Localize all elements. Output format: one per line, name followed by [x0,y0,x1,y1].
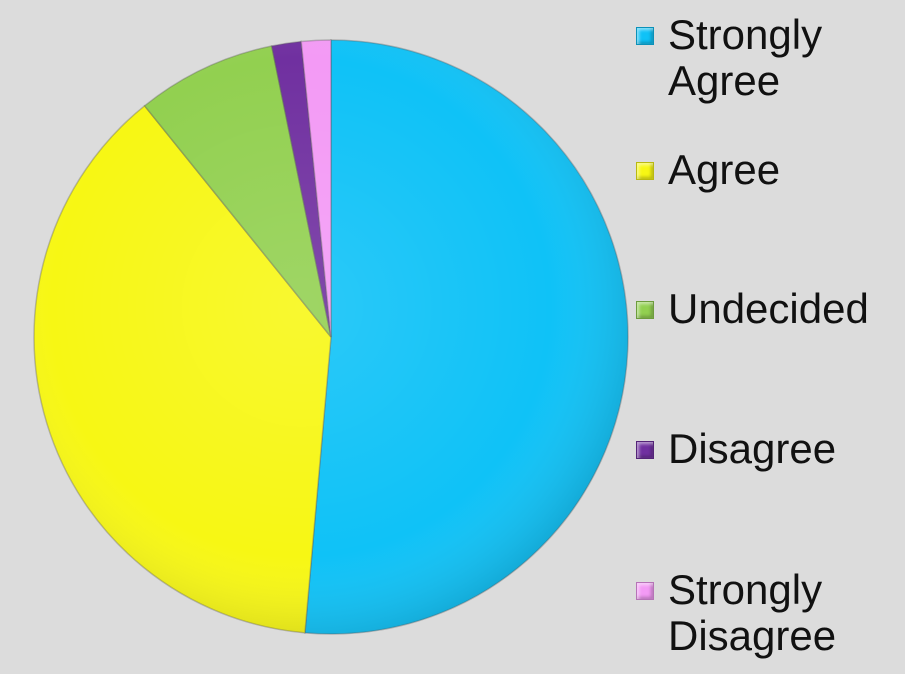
legend-label-agree: Agree [668,146,781,193]
legend-label-disagree: Disagree [668,425,837,472]
legend-swatch-disagree [636,441,654,459]
legend: Strongly Agree Agree Undecided Disagree … [636,0,905,674]
legend-swatch-agree [636,162,654,180]
legend-item-strongly-agree: Strongly Agree [636,12,822,104]
pie-slice-strongly-agree [304,39,629,635]
legend-item-disagree: Disagree [636,426,836,472]
legend-item-undecided: Undecided [636,286,869,332]
legend-label-strongly-agree: Strongly Agree [668,11,823,104]
legend-swatch-strongly-agree [636,27,654,45]
legend-item-strongly-disagree: Strongly Disagree [636,567,836,659]
legend-item-agree: Agree [636,147,780,193]
legend-label-undecided: Undecided [668,285,869,332]
legend-swatch-undecided [636,301,654,319]
legend-label-strongly-disagree: Strongly Disagree [668,566,837,659]
legend-swatch-strongly-disagree [636,582,654,600]
pie-slices [33,39,629,635]
